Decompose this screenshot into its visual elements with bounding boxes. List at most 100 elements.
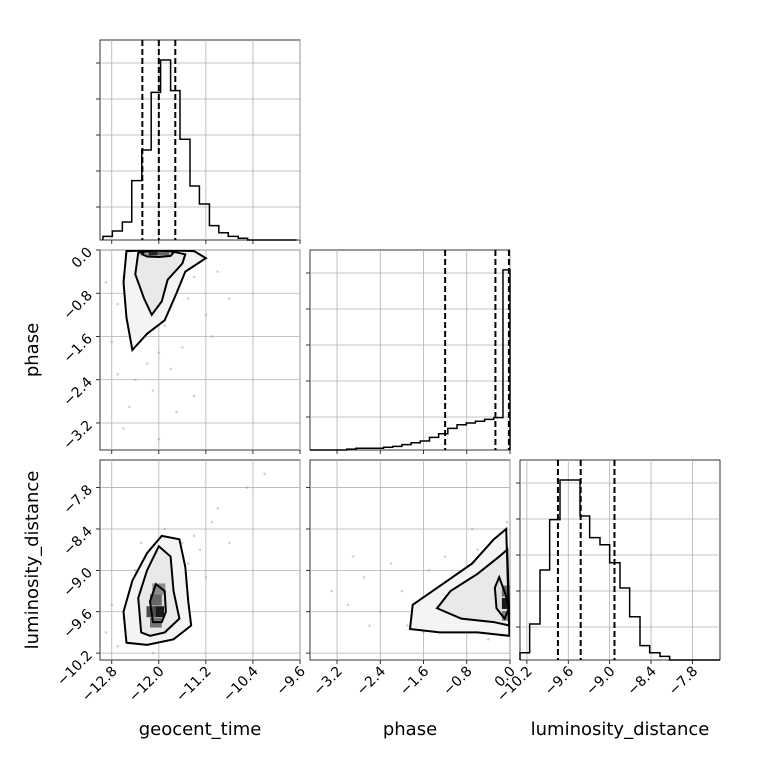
density-cell (501, 597, 510, 609)
sample-point (487, 638, 490, 641)
sample-point (192, 275, 196, 279)
sample-point (169, 367, 172, 371)
sample-point (192, 534, 196, 538)
y-tick-label-phase: −3.2 (60, 417, 95, 452)
sample-point (405, 624, 409, 627)
y-tick-label-luminosity_distance: −9.0 (60, 565, 95, 600)
sample-point (210, 335, 214, 338)
sample-point (378, 610, 382, 614)
sample-point (110, 603, 114, 607)
pair-panel-geocent_time-vs-phase: −3.2 −2.4 −1.6 −0.8 0.0 (60, 245, 301, 454)
sample-point (210, 520, 214, 524)
x-tick-label-phase: −2.4 (354, 663, 389, 698)
x-tick-label-luminosity_distance: −9.6 (542, 663, 577, 698)
y-tick-label-phase: −1.6 (60, 331, 95, 366)
contour-line (493, 574, 510, 621)
density-cell (153, 606, 165, 618)
density-cell (157, 250, 170, 256)
panel-frame (309, 249, 511, 451)
y-tick-label-phase: −2.4 (60, 374, 95, 409)
x-axis-label-phase: phase (383, 719, 437, 740)
y-axis-label-phase: phase (22, 323, 43, 377)
sample-point (104, 631, 108, 634)
y-tick-label-luminosity_distance: −8.4 (60, 523, 95, 558)
sample-point (216, 270, 219, 273)
sample-point (505, 520, 509, 524)
sample-point (133, 569, 137, 572)
contour-line (122, 250, 208, 353)
sample-point (116, 644, 119, 648)
sample-point (157, 351, 161, 355)
sample-point (145, 362, 149, 365)
contour-line (408, 526, 510, 637)
sample-point (139, 541, 143, 545)
x-tick-label-luminosity_distance: −9.0 (583, 664, 618, 699)
sample-point (151, 389, 155, 392)
sample-point (422, 631, 425, 634)
sample-point (204, 313, 208, 317)
sample-point (104, 281, 108, 284)
sample-point (330, 589, 333, 593)
sample-point (427, 569, 431, 572)
grid-lines (100, 40, 301, 240)
sample-point (263, 472, 267, 476)
hist-panel-luminosity_distance: −10.2 −9.6 −9.0 −8.4 −7.8 (494, 459, 721, 705)
sample-point (245, 486, 249, 489)
sample-point (400, 589, 404, 593)
x-tick-label-luminosity_distance: −7.8 (666, 664, 701, 699)
pair-body (104, 472, 267, 655)
x-tick-label-geocent_time: −10.4 (220, 663, 262, 705)
sample-point (204, 575, 208, 579)
pair-panel-geocent_time-vs-luminosity_distance: −12.8 −12.0 −11.2 −10.4 −9.6−10.2−9.6−9.0−8.… (54, 459, 309, 706)
contour-line (435, 547, 510, 627)
sample-point (151, 651, 155, 655)
sample-point (228, 297, 231, 300)
sample-point (186, 297, 190, 300)
contour-line (140, 250, 176, 259)
sample-point (198, 548, 202, 551)
y-tick-label-luminosity_distance: −9.6 (60, 606, 95, 641)
grid-lines (520, 460, 720, 660)
sample-point (368, 624, 371, 627)
pair-panel-phase-vs-luminosity_distance: −3.2 −2.4 −1.6 −0.8 0.0 (306, 459, 519, 699)
sample-point (175, 410, 178, 414)
panel-frame (99, 39, 301, 241)
histogram-geocent_time (102, 59, 297, 241)
x-tick-label-phase: −0.8 (440, 664, 475, 699)
x-tick-label-geocent_time: −12.0 (126, 664, 168, 706)
sample-point (216, 506, 219, 510)
contour-line (122, 534, 193, 646)
density-cell (150, 594, 162, 606)
sample-point (116, 373, 119, 376)
sample-point (181, 345, 184, 349)
sample-point (476, 548, 479, 551)
sample-point (181, 541, 184, 545)
y-axis-label-luminosity_distance: luminosity_distance (22, 471, 43, 650)
sample-point (351, 555, 355, 558)
sample-point (110, 340, 114, 344)
sample-point (122, 427, 125, 430)
y-tick-label-phase: −0.8 (60, 288, 95, 323)
sample-point (362, 575, 366, 579)
x-axis-label-luminosity_distance: luminosity_distance (531, 719, 710, 740)
histogram-phase (310, 269, 511, 451)
hist-panel-geocent_time (96, 39, 301, 244)
sample-point (192, 394, 196, 398)
contour-fill (437, 549, 510, 626)
sample-point (133, 378, 137, 382)
sample-point (186, 562, 190, 565)
y-tick-label-luminosity_distance: −7.8 (60, 482, 95, 517)
density-cell (148, 250, 160, 256)
grid-lines (310, 250, 511, 450)
x-tick-label-luminosity_distance: −8.4 (625, 663, 660, 698)
x-axis-label-geocent_time: geocent_time (139, 719, 262, 740)
sample-point (470, 527, 474, 531)
sample-point (116, 302, 119, 306)
sample-point (228, 541, 231, 545)
sample-point (163, 527, 167, 531)
pair-body (104, 250, 231, 441)
x-tick-label-phase: −3.2 (311, 664, 346, 699)
density-cell (152, 583, 166, 595)
contour-fill (135, 250, 186, 315)
